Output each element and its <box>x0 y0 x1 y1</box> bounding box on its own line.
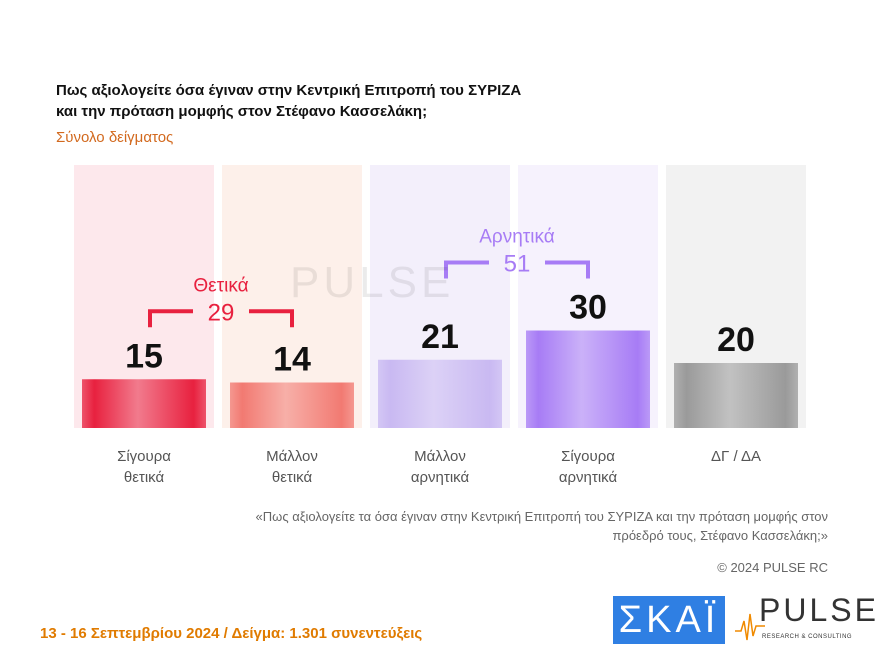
chart-title: Πως αξιολογείτε όσα έγιναν στην Κεντρική… <box>56 80 521 122</box>
title-line-2: και την πρόταση μομφής στον Στέφανο Κασσ… <box>56 103 428 120</box>
bar <box>82 379 206 428</box>
group-bracket <box>444 260 590 279</box>
data-label: 15 <box>125 337 163 375</box>
pulse-logo: PULSE RESEARCH & CONSULTING <box>735 592 876 646</box>
copyright: © 2024 PULSE RC <box>717 560 828 575</box>
group-label: Αρνητικά <box>479 227 555 248</box>
category-label: Σίγουρα θετικά <box>117 448 171 486</box>
data-label: 21 <box>421 318 459 356</box>
group-label: Θετικά <box>193 275 248 296</box>
category-label: ΔΓ / ΔΑ <box>711 448 761 465</box>
data-label: 30 <box>569 289 607 327</box>
bar <box>378 359 502 428</box>
bar <box>674 363 798 428</box>
group-total: 29 <box>208 299 235 326</box>
watermark: PULSE <box>290 258 455 307</box>
survey-footer: 13 - 16 Σεπτεμβρίου 2024 / Δείγμα: 1.301… <box>40 625 423 642</box>
bar <box>230 382 354 428</box>
category-label: Μάλλον αρνητικά <box>410 448 470 486</box>
skai-logo: ΣΚΑΪ <box>613 596 725 644</box>
question-quote: «Πως αξιολογείτε τα όσα έγιναν στην Κεντ… <box>255 509 828 543</box>
bar <box>526 330 650 428</box>
pulse-wave-icon <box>735 613 765 641</box>
category-label: Σίγουρα αρνητικά <box>558 448 618 486</box>
data-label: 20 <box>717 321 755 359</box>
chart-subtitle: Σύνολο δείγματος <box>56 129 174 146</box>
group-bracket <box>148 309 294 328</box>
group-total: 51 <box>504 251 531 278</box>
title-line-1: Πως αξιολογείτε όσα έγιναν στην Κεντρική… <box>56 82 522 99</box>
category-label: Μάλλον θετικά <box>266 448 318 486</box>
data-label: 14 <box>273 341 311 379</box>
